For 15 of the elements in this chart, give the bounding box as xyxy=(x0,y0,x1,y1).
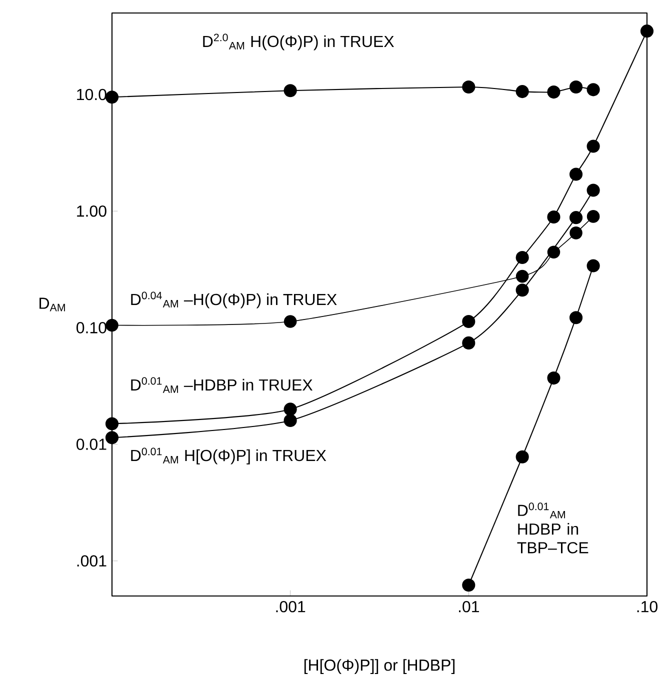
x-axis-title: [H[O(Φ)P]] or [HDBP] xyxy=(304,659,455,674)
series-label: D$^{0.01}$$_{AM}$ –HDBP in TRUEX xyxy=(131,377,312,393)
y-tick-label: 1.00 xyxy=(77,205,106,217)
text: D$^{2.0}$$_{AM}$ H(O(Φ)P) in TRUEX xyxy=(203,34,394,50)
y-tick-label: 10.0 xyxy=(77,88,106,100)
x-tick-label: .001 xyxy=(276,600,306,612)
y-tick-label: 0.01 xyxy=(76,438,106,450)
y-tick-label: 0.10 xyxy=(76,322,106,334)
y-tick-label: .001 xyxy=(77,555,106,567)
y-axis-title: D$_{AM}$ xyxy=(40,298,65,312)
x-tick-label: .01 xyxy=(458,600,479,612)
series-label: D$^{0.01}$$_{AM}$ H[O(Φ)P] in TRUEX xyxy=(131,448,326,464)
series-label: D$^{0.04}$$_{AM}$ –H(O(Φ)P) in TRUEX xyxy=(131,292,337,308)
x-tick-label: .10 xyxy=(637,600,658,612)
series-label: D$^{0.01}$AM HDBP in TBP–TCE xyxy=(517,502,588,554)
